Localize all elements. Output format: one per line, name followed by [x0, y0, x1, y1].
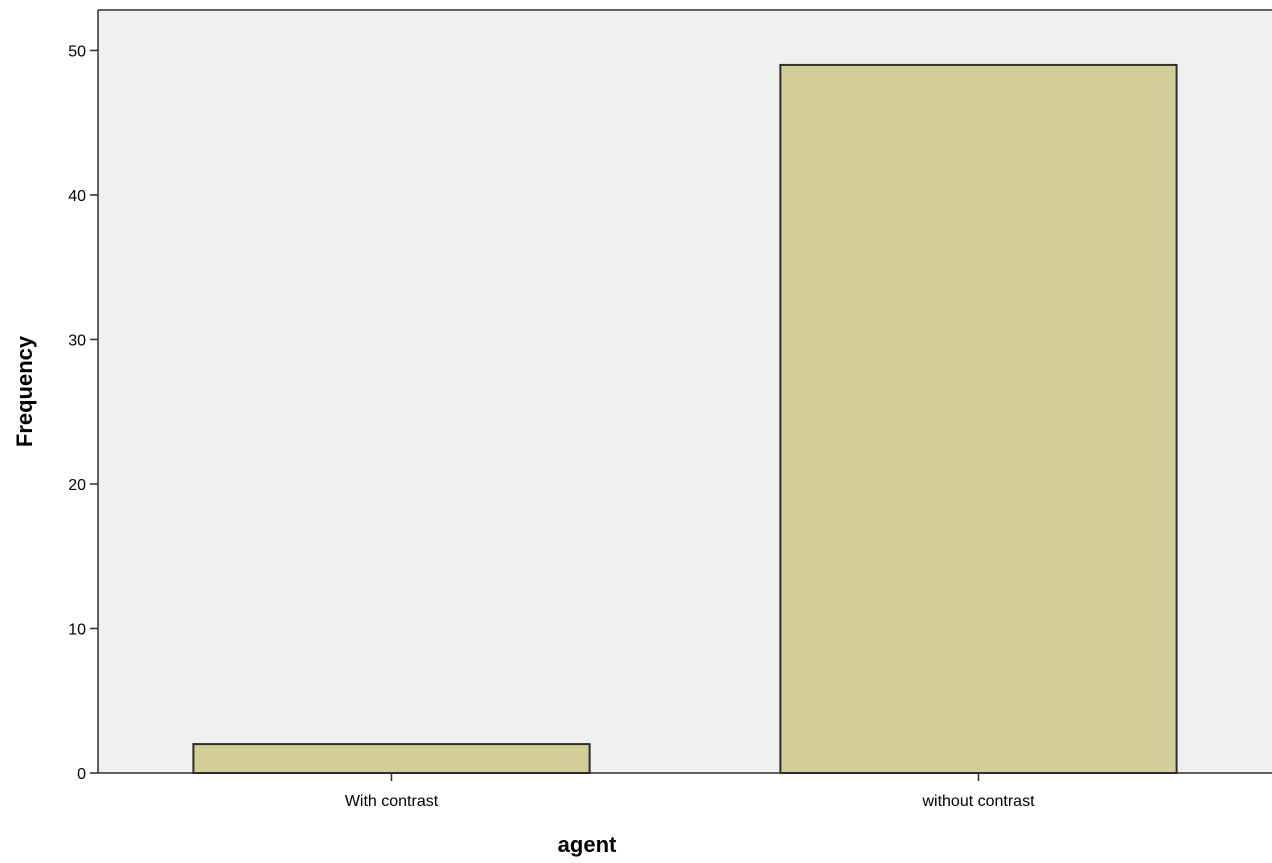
bar [779, 63, 1178, 774]
axes [97, 9, 1272, 774]
y-tick-label: 20 [68, 477, 86, 494]
y-tick-label: 0 [77, 766, 86, 783]
bar [192, 743, 591, 775]
y-tick-label: 30 [68, 332, 86, 349]
ticks: 0 10 20 30 40 50 With contrast without contrast [68, 43, 1035, 810]
x-axis-title: agent [558, 832, 617, 857]
y-tick-label: 40 [68, 188, 86, 205]
y-tick-label: 50 [68, 43, 86, 60]
x-tick-label: without contrast [921, 793, 1035, 810]
y-tick-label: 10 [68, 621, 86, 638]
x-tick-label: With contrast [345, 793, 439, 810]
bars [192, 63, 1178, 775]
y-axis-title: Frequency [12, 335, 37, 447]
